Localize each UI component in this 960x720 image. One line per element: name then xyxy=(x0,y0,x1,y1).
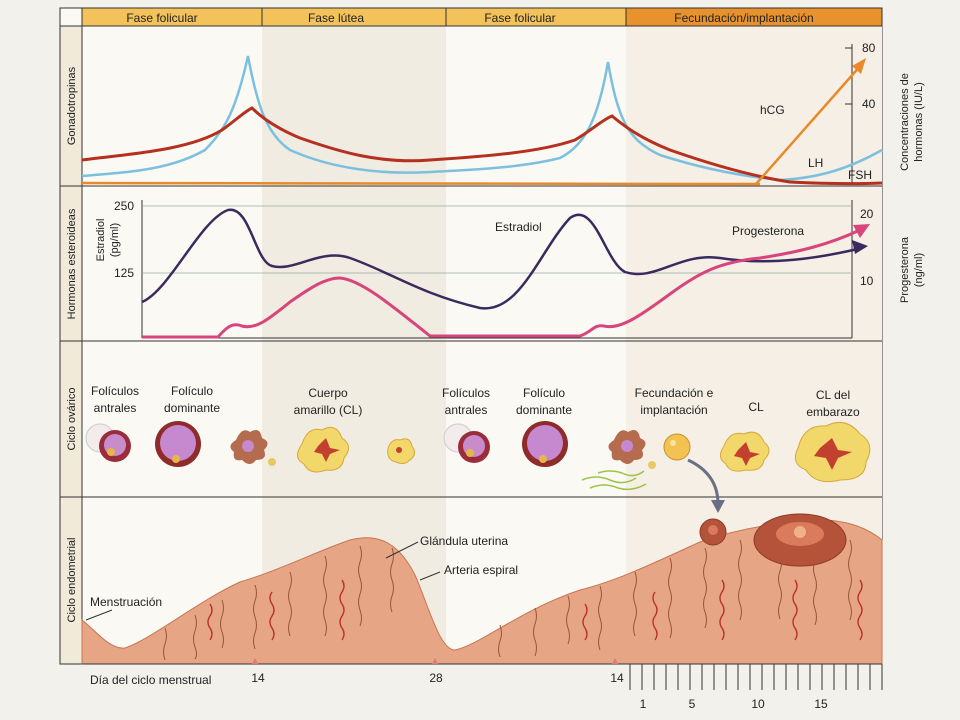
ovulation-sperm-illustration xyxy=(581,430,656,491)
hcg-arrowhead xyxy=(852,58,866,74)
ovarian-label-1: Folículos antrales xyxy=(91,384,139,415)
estradiol-arrowhead xyxy=(852,240,868,254)
dominant-follicle-illustration-1 xyxy=(155,421,201,467)
ovarian-label-3: Cuerpo amarillo (CL) xyxy=(294,386,363,417)
svg-text:CL del: CL del xyxy=(816,388,850,402)
svg-text:Folículos: Folículos xyxy=(91,384,139,398)
estradiol-axis-title-1: Estradiol xyxy=(95,219,107,262)
hcg-label: hCG xyxy=(760,103,785,117)
implanting-embryo-illustration xyxy=(699,518,727,546)
dominant-follicle-illustration-2 xyxy=(522,421,568,467)
lh-curve xyxy=(81,106,883,186)
preg-tick-10: 10 xyxy=(751,697,765,711)
lh-label: LH xyxy=(808,156,823,170)
row-label-endometrial: Ciclo endometrial xyxy=(66,538,78,623)
gonadotropins-panel: 80 40 Concentraciones de hormonas (IU/L)… xyxy=(81,41,925,186)
gonado-axis-title-2: hormonas (IU/L) xyxy=(913,82,925,161)
cl-pregnancy-illustration xyxy=(794,421,871,483)
svg-text:implantación: implantación xyxy=(640,403,707,417)
corpus-luteum-illustration xyxy=(297,426,349,473)
ovarian-label-7: CL xyxy=(748,400,764,414)
phase-header: Fase folicular Fase lútea Fase folicular… xyxy=(81,7,883,27)
estradiol-tick-250: 250 xyxy=(114,199,134,213)
pregnancy-ruler xyxy=(629,664,883,690)
arteria-label: Arteria espiral xyxy=(444,563,518,577)
ovarian-label-5: Folículo dominante xyxy=(516,386,572,417)
progest-tick-20: 20 xyxy=(860,207,874,221)
svg-text:embarazo: embarazo xyxy=(806,405,860,419)
axis-tick-14a: 14 xyxy=(251,671,265,685)
svg-text:antrales: antrales xyxy=(445,403,488,417)
progest-axis-title-2: (ng/ml) xyxy=(913,253,925,287)
svg-text:Folículo: Folículo xyxy=(523,386,565,400)
svg-text:CL: CL xyxy=(748,400,764,414)
svg-text:Folículos: Folículos xyxy=(442,386,490,400)
svg-text:Cuerpo: Cuerpo xyxy=(308,386,348,400)
row-label-esteroideas: Hormonas esteroideas xyxy=(66,208,78,319)
glandula-label: Glándula uterina xyxy=(420,534,508,548)
menstruacion-label: Menstruación xyxy=(90,595,162,609)
implantation-arrow xyxy=(687,458,720,505)
zygote-illustration xyxy=(663,433,691,461)
progesterone-arrowhead xyxy=(853,224,870,238)
regressing-cl-illustration xyxy=(387,438,416,465)
progesterone-label: Progesterona xyxy=(732,224,804,238)
svg-text:antrales: antrales xyxy=(94,401,137,415)
preg-tick-15: 15 xyxy=(814,697,828,711)
progesterone-curve xyxy=(142,228,861,339)
fsh-curve xyxy=(81,55,883,182)
uterine-glands xyxy=(163,539,852,661)
implantation-arrowhead xyxy=(711,500,725,513)
cl-illustration xyxy=(720,431,770,472)
hcg-baseline xyxy=(81,181,761,186)
preg-tick-1: 1 xyxy=(640,697,647,711)
svg-text:dominante: dominante xyxy=(516,403,572,417)
estradiol-axis-title-2: (pg/ml) xyxy=(109,223,121,257)
estradiol-label: Estradiol xyxy=(495,220,542,234)
steroid-panel: 250 125 Estradiol (pg/ml) 20 10 Progeste… xyxy=(95,199,925,339)
estradiol-curve xyxy=(141,208,863,310)
fsh-label: FSH xyxy=(848,168,872,182)
svg-text:dominante: dominante xyxy=(164,401,220,415)
progest-axis-title-1: Progesterona xyxy=(899,236,911,303)
ovarian-label-8: CL del embarazo xyxy=(806,388,860,419)
svg-text:amarillo (CL): amarillo (CL) xyxy=(294,403,363,417)
phase-label-2: Fase lútea xyxy=(308,11,364,25)
phase-bar-4 xyxy=(625,7,883,27)
ovarian-label-4: Folículos antrales xyxy=(442,386,490,417)
gonado-tick-80: 80 xyxy=(862,41,876,55)
progest-tick-10: 10 xyxy=(860,274,874,288)
antral-follicles-illustration-1 xyxy=(85,423,131,462)
ovarian-label-2: Folículo dominante xyxy=(164,384,220,415)
day-axis: Día del ciclo menstrual 14 28 14 xyxy=(82,658,883,711)
antral-follicles-illustration-2 xyxy=(443,423,490,463)
preg-tick-5: 5 xyxy=(689,697,696,711)
svg-text:Fecundación e: Fecundación e xyxy=(635,386,714,400)
row-label-ovarico: Ciclo ovárico xyxy=(66,388,78,451)
endometrial-panel: Menstruación Glándula uterina Arteria es… xyxy=(81,513,883,665)
ovarian-panel: Folículos antrales Folículo dominante Cu… xyxy=(85,384,871,513)
phase-label-1: Fase folicular xyxy=(126,11,197,25)
row-labels: Gonadotropinas Hormonas esteroideas Cicl… xyxy=(59,25,83,665)
axis-title: Día del ciclo menstrual xyxy=(90,673,211,687)
row-label-gonadotropinas: Gonadotropinas xyxy=(66,66,78,145)
gonado-axis-title-1: Concentraciones de xyxy=(899,73,911,171)
ovarian-label-6: Fecundación e implantación xyxy=(635,386,714,417)
axis-tick-14b: 14 xyxy=(610,671,624,685)
phase-label-3: Fase folicular xyxy=(484,11,555,25)
axis-tick-28: 28 xyxy=(429,671,443,685)
hcg-curve xyxy=(755,63,863,185)
implanted-embryo-illustration xyxy=(753,513,847,567)
svg-text:Folículo: Folículo xyxy=(171,384,213,398)
ruptured-follicle-illustration xyxy=(230,430,276,466)
phase-label-4: Fecundación/implantación xyxy=(674,11,813,25)
estradiol-tick-125: 125 xyxy=(114,266,134,280)
spiral-arteries xyxy=(207,579,863,641)
gonado-tick-40: 40 xyxy=(862,97,876,111)
